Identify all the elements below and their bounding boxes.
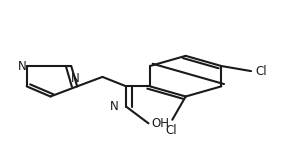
Text: N: N [18,59,27,73]
Text: N: N [71,72,80,85]
Text: N: N [110,100,119,113]
Text: Cl: Cl [165,124,177,137]
Text: OH: OH [152,117,169,130]
Text: Cl: Cl [256,65,267,78]
